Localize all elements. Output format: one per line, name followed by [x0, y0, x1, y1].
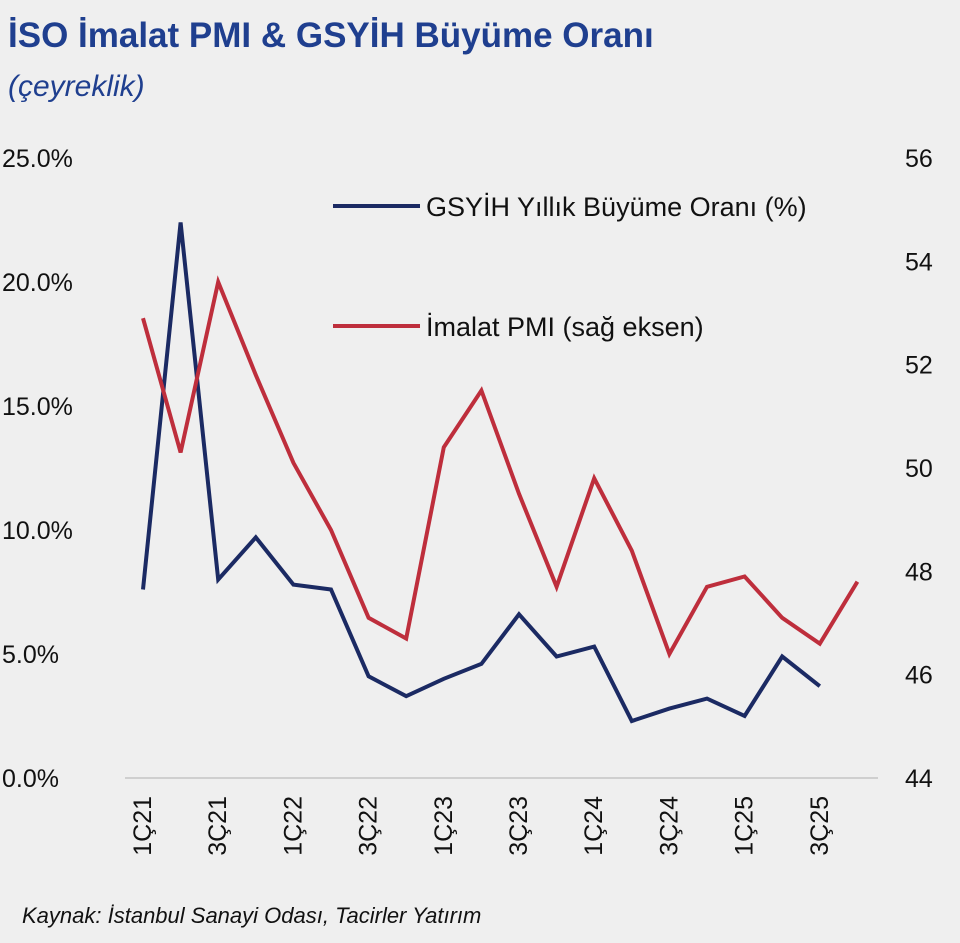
x-tick-label: 3Ç24	[655, 796, 683, 856]
left-tick-label: 0.0%	[2, 765, 59, 793]
right-tick-label: 46	[905, 662, 933, 690]
x-tick-label: 1Ç24	[580, 796, 608, 856]
left-axis: 0.0% 5.0% 10.0% 15.0% 20.0% 25.0%	[2, 145, 73, 793]
x-tick-label: 1Ç21	[129, 796, 157, 856]
left-tick-label: 5.0%	[2, 641, 59, 669]
x-tick-label: 1Ç23	[430, 796, 458, 856]
chart-subtitle: (çeyreklik)	[8, 70, 145, 103]
series-layer	[141, 222, 860, 724]
x-tick-label: 3Ç25	[806, 796, 834, 856]
legend-label-gdp: GSYİH Yıllık Büyüme Oranı (%)	[426, 191, 807, 222]
left-tick-label: 10.0%	[2, 517, 73, 545]
pmi-line	[141, 275, 860, 659]
right-tick-label: 44	[905, 765, 933, 793]
right-tick-label: 50	[905, 455, 933, 483]
x-tick-label: 3Ç21	[204, 796, 232, 856]
x-axis: 1Ç21 3Ç21 1Ç22 3Ç22 1Ç23 3Ç23 1Ç24 3Ç24 1Ç25 3Ç25	[129, 796, 834, 856]
line-chart: 0.0% 5.0% 10.0% 15.0% 20.0% 25.0% 44 46 48 50 52 5…	[2, 145, 933, 856]
gdp-growth-line	[141, 222, 822, 724]
left-tick-label: 25.0%	[2, 145, 73, 173]
legend: GSYİH Yıllık Büyüme Oranı (%) İmalat PMI…	[333, 191, 807, 342]
source-note: Kaynak: İstanbul Sanayi Odası, Tacirler …	[22, 903, 482, 928]
right-tick-label: 52	[905, 352, 933, 380]
right-axis: 44 46 48 50 52 54 56	[905, 145, 933, 793]
x-tick-label: 1Ç25	[731, 796, 759, 856]
chart-title: İSO İmalat PMI & GSYİH Büyüme Oranı	[8, 16, 654, 55]
right-tick-label: 56	[905, 145, 933, 173]
x-tick-label: 3Ç22	[355, 796, 383, 856]
right-tick-label: 54	[905, 248, 933, 276]
left-tick-label: 15.0%	[2, 393, 73, 421]
x-tick-label: 1Ç22	[279, 796, 307, 856]
legend-label-pmi: İmalat PMI (sağ eksen)	[426, 311, 704, 342]
right-tick-label: 48	[905, 558, 933, 586]
left-tick-label: 20.0%	[2, 269, 73, 297]
x-tick-label: 3Ç23	[505, 796, 533, 856]
